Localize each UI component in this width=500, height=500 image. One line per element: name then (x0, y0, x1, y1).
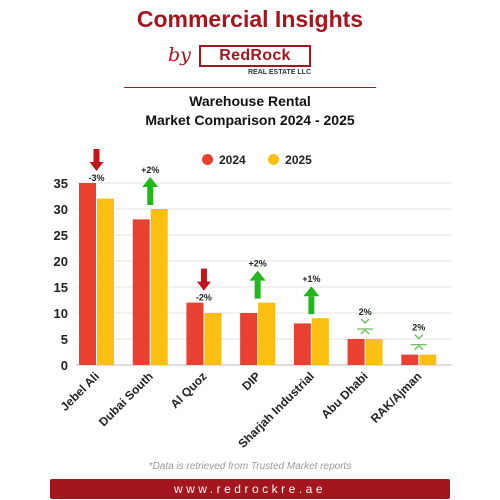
footer-bar: www.redrockre.ae (50, 479, 450, 499)
brand-name: RedRock (199, 45, 311, 67)
bar-2024 (240, 313, 258, 365)
change-label: +2% (249, 259, 267, 269)
brand-logo: RedRock REAL ESTATE LLC (199, 45, 311, 79)
legend-item-2025: 2025 (268, 153, 312, 167)
arrow-down-head-icon (89, 162, 104, 171)
bar-2025 (258, 302, 276, 365)
chart-title-line2: Market Comparison 2024 - 2025 (145, 112, 355, 128)
arrow-up-head-icon (249, 270, 266, 281)
data-source-note: *Data is retrieved from Trusted Market r… (148, 461, 352, 472)
y-tick-label: 20 (54, 254, 68, 269)
bar-2025 (97, 198, 114, 365)
arrow-down-icon (93, 149, 100, 163)
bar-2025 (419, 354, 437, 365)
arrow-up-icon (308, 296, 315, 315)
bar-2025 (311, 318, 329, 365)
change-label: -2% (196, 293, 212, 303)
y-tick-label: 30 (54, 202, 68, 217)
change-label: +2% (141, 165, 159, 175)
brand-subtitle: REAL ESTATE LLC (248, 69, 311, 76)
y-tick-label: 10 (54, 306, 68, 321)
x-tick-label: Dubai South (96, 369, 156, 429)
y-tick-label: 35 (54, 176, 68, 191)
x-tick-label: DIP (239, 369, 263, 393)
bar-2024 (186, 302, 204, 365)
arrow-down-head-icon (196, 281, 211, 291)
arrow-up-head-icon (303, 286, 320, 297)
bar-2025 (204, 313, 222, 365)
bar-2025 (365, 339, 383, 365)
by-text: by (168, 44, 191, 66)
arrow-up-icon (254, 280, 261, 299)
arrow-down-icon (200, 268, 207, 283)
change-label: +1% (302, 274, 320, 284)
y-tick-label: 0 (61, 358, 68, 373)
x-tick-label: Jebel Ali (58, 369, 102, 413)
legend-swatch-2024 (202, 154, 213, 165)
legend-label-2025: 2025 (285, 152, 312, 167)
y-tick-label: 25 (54, 228, 68, 243)
x-tick-label: RAK/Ajman (368, 369, 425, 426)
bar-2024 (132, 219, 150, 365)
bar-2024 (293, 323, 311, 365)
change-label: 2% (359, 307, 372, 317)
arrow-up-icon (147, 187, 154, 205)
y-tick-label: 15 (54, 280, 68, 295)
y-tick-label: 5 (61, 332, 68, 347)
bar-2025 (150, 209, 168, 365)
x-tick-label: Abu Dhabi (318, 369, 370, 421)
change-label: -3% (88, 173, 104, 183)
x-tick-label: Al Quoz (168, 369, 210, 411)
bar-2024 (401, 354, 419, 365)
change-label: 2% (412, 323, 425, 333)
legend-item-2024: 2024 (202, 153, 246, 167)
arrow-up-head-icon (142, 177, 159, 187)
neutral-chevrons-icon (360, 318, 370, 335)
legend-label-2024: 2024 (219, 152, 246, 167)
legend-swatch-2025 (268, 154, 280, 165)
chart-title-line1: Warehouse Rental (189, 93, 311, 109)
website-link[interactable]: www.redrockre.ae (173, 482, 327, 496)
page-title: Commercial Insights (136, 6, 364, 32)
chart-legend: 2024 2025 (202, 152, 330, 167)
neutral-chevrons-icon (414, 334, 424, 351)
bar-2024 (347, 339, 365, 365)
bar-2024 (79, 183, 96, 365)
header-divider (124, 87, 376, 88)
